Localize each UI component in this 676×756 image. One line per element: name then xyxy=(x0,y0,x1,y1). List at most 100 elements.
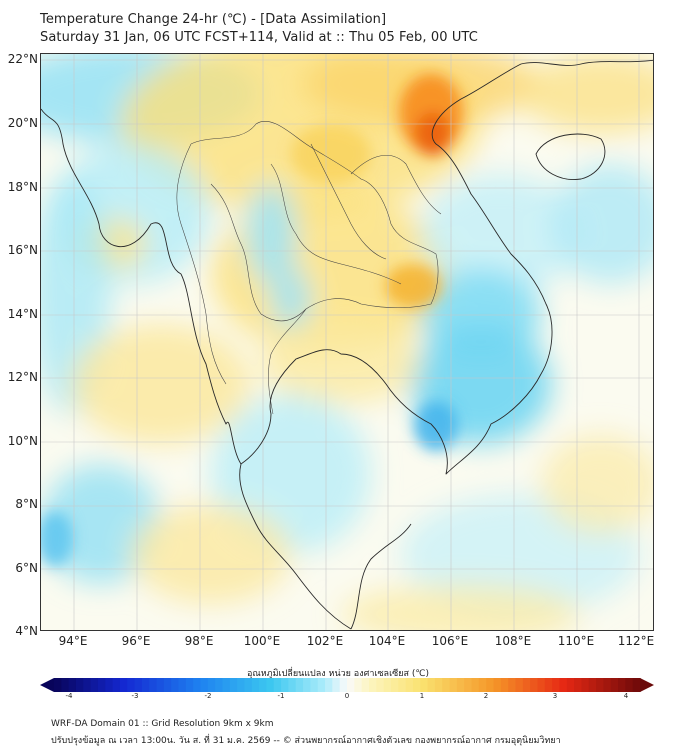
colorbar-segment xyxy=(112,678,121,692)
lon-label-98e: 98°E xyxy=(184,634,214,648)
footer-model-info: WRF-DA Domain 01 :: Grid Resolution 9km … xyxy=(51,719,274,729)
colorbar-title: อุณหภูมิเปลี่ยนแปลง หน่วย องศาเซลเซียส (… xyxy=(246,669,430,679)
lon-label-112e: 112°E xyxy=(617,634,655,648)
lat-label-20n: 20°N xyxy=(7,116,38,130)
colorbar-segment xyxy=(566,678,575,692)
lat-label-8n: 8°N xyxy=(15,497,38,511)
lon-label-94e: 94°E xyxy=(58,634,88,648)
lat-label-12n: 12°N xyxy=(7,370,38,384)
colorbar-segment xyxy=(141,678,150,692)
province-borders xyxy=(176,121,442,415)
colorbar-segment xyxy=(515,678,524,692)
colorbar-segment xyxy=(68,678,77,692)
lon-label-104e: 104°E xyxy=(368,634,406,648)
colorbar-min-arrow xyxy=(40,678,54,692)
colorbar-segment xyxy=(83,678,92,692)
colorbar-segment xyxy=(552,678,561,692)
colorbar-segment xyxy=(119,678,128,692)
lon-label-102e: 102°E xyxy=(306,634,344,648)
colorbar-segment xyxy=(530,678,539,692)
colorbar-segment xyxy=(537,678,546,692)
colorbar-segment xyxy=(273,678,282,692)
colorbar-segment xyxy=(222,678,231,692)
colorbar-segment xyxy=(449,678,458,692)
colorbar-segment xyxy=(522,678,531,692)
colorbar-segment xyxy=(61,678,70,692)
temperature-field xyxy=(41,54,653,630)
colorbar-segment xyxy=(75,678,84,692)
colorbar-segment xyxy=(456,678,465,692)
coastlines xyxy=(41,59,653,630)
colorbar-tick: -3 xyxy=(131,692,139,700)
colorbar-segment xyxy=(500,678,509,692)
colorbar-segment xyxy=(559,678,568,692)
colorbar-segment xyxy=(442,678,451,692)
colorbar-segment xyxy=(171,678,180,692)
lat-label-22n: 22°N xyxy=(7,52,38,66)
colorbar-segment xyxy=(390,678,399,692)
colorbar-segment xyxy=(134,678,143,692)
colorbar-segment xyxy=(97,678,106,692)
lon-label-110e: 110°E xyxy=(557,634,595,648)
footer-credit: ปรับปรุงข้อมูล ณ เวลา 13:00น. วัน ส. ที่… xyxy=(51,736,561,746)
colorbar-segment xyxy=(325,678,333,692)
colorbar-segment xyxy=(295,678,304,692)
lat-label-16n: 16°N xyxy=(7,243,38,257)
temperature-change-map xyxy=(41,54,653,630)
colorbar-segment xyxy=(471,678,480,692)
colorbar-segment xyxy=(588,678,597,692)
lat-label-4n: 4°N xyxy=(15,624,38,638)
map-subtitle: Saturday 31 Jan, 06 UTC FCST+114, Valid … xyxy=(40,30,478,45)
colorbar-segment xyxy=(493,678,502,692)
lon-label-108e: 108°E xyxy=(494,634,532,648)
colorbar-segment xyxy=(54,678,62,692)
colorbar-segment xyxy=(354,678,363,692)
colorbar-segment xyxy=(178,678,187,692)
colorbar-segment xyxy=(625,678,634,692)
colorbar-segment xyxy=(412,678,421,692)
lat-label-6n: 6°N xyxy=(15,561,38,575)
colorbar-segment xyxy=(156,678,165,692)
colorbar-tick: -4 xyxy=(65,692,73,700)
colorbar-tick: -1 xyxy=(277,692,285,700)
colorbar-segment xyxy=(486,678,495,692)
colorbar-segment xyxy=(288,678,297,692)
colorbar-segment xyxy=(398,678,407,692)
colorbar-tick: 1 xyxy=(419,692,425,700)
colorbar-segment xyxy=(339,678,348,692)
colorbar-tick: 4 xyxy=(623,692,629,700)
colorbar-segment xyxy=(237,678,246,692)
colorbar-segment xyxy=(361,678,370,692)
colorbar-segment xyxy=(244,678,253,692)
colorbar-segment xyxy=(127,678,136,692)
colorbar-segment xyxy=(581,678,590,692)
lat-label-18n: 18°N xyxy=(7,180,38,194)
colorbar-segment xyxy=(427,678,436,692)
colorbar-segment xyxy=(207,678,216,692)
colorbar-segment xyxy=(544,678,553,692)
colorbar-segment xyxy=(200,678,209,692)
colorbar-segment xyxy=(193,678,202,692)
colorbar-segment xyxy=(229,678,238,692)
colorbar-segment xyxy=(215,678,224,692)
colorbar-segments xyxy=(54,678,641,692)
colorbar-segment xyxy=(310,678,319,692)
colorbar-segment xyxy=(303,678,311,692)
colorbar-tick: 0 xyxy=(344,692,350,700)
colorbar-segment xyxy=(163,678,172,692)
colorbar-segment xyxy=(347,678,355,692)
colorbar-tick: 3 xyxy=(552,692,558,700)
colorbar-segment xyxy=(105,678,114,692)
colorbar-max-arrow xyxy=(640,678,654,692)
colorbar-segment xyxy=(434,678,443,692)
lon-label-96e: 96°E xyxy=(121,634,151,648)
colorbar-segment xyxy=(383,678,392,692)
colorbar-segment xyxy=(317,678,326,692)
map-panel xyxy=(40,53,654,631)
colorbar-segment xyxy=(574,678,582,692)
colorbar-segment xyxy=(332,678,341,692)
colorbar-segment xyxy=(266,678,275,692)
colorbar-segment xyxy=(251,678,260,692)
colorbar-segment xyxy=(610,678,619,692)
colorbar-tick: -2 xyxy=(204,692,212,700)
